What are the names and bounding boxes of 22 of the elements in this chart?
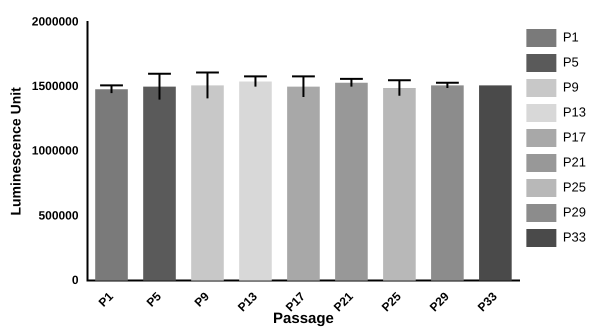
legend-label: P5 — [562, 54, 579, 70]
x-tick-label: P33 — [474, 289, 500, 314]
legend-label: P17 — [562, 130, 586, 145]
legend-label: P25 — [562, 180, 586, 195]
legend-label: P1 — [562, 30, 579, 45]
y-tick-label: 0 — [72, 273, 79, 288]
legend-label: P9 — [562, 80, 579, 95]
x-tick-label: P25 — [378, 289, 404, 314]
y-tick-label: 1500000 — [32, 78, 79, 93]
x-tick-label: P5 — [144, 289, 164, 310]
y-axis-title: Luminescence Unit — [7, 86, 24, 216]
legend-label: P29 — [562, 204, 586, 220]
x-tick-label: P29 — [426, 289, 452, 314]
legend-label: P21 — [562, 154, 586, 170]
y-tick-label: 1000000 — [32, 144, 79, 158]
y-tick-label: 500000 — [38, 208, 79, 222]
legend-label: P33 — [562, 230, 586, 245]
y-tick-label: 2000000 — [32, 14, 79, 28]
x-tick-label: P1 — [96, 289, 116, 310]
x-tick-label: P9 — [192, 289, 212, 310]
x-tick-label: P13 — [234, 289, 260, 314]
legend-label: P13 — [562, 104, 586, 120]
